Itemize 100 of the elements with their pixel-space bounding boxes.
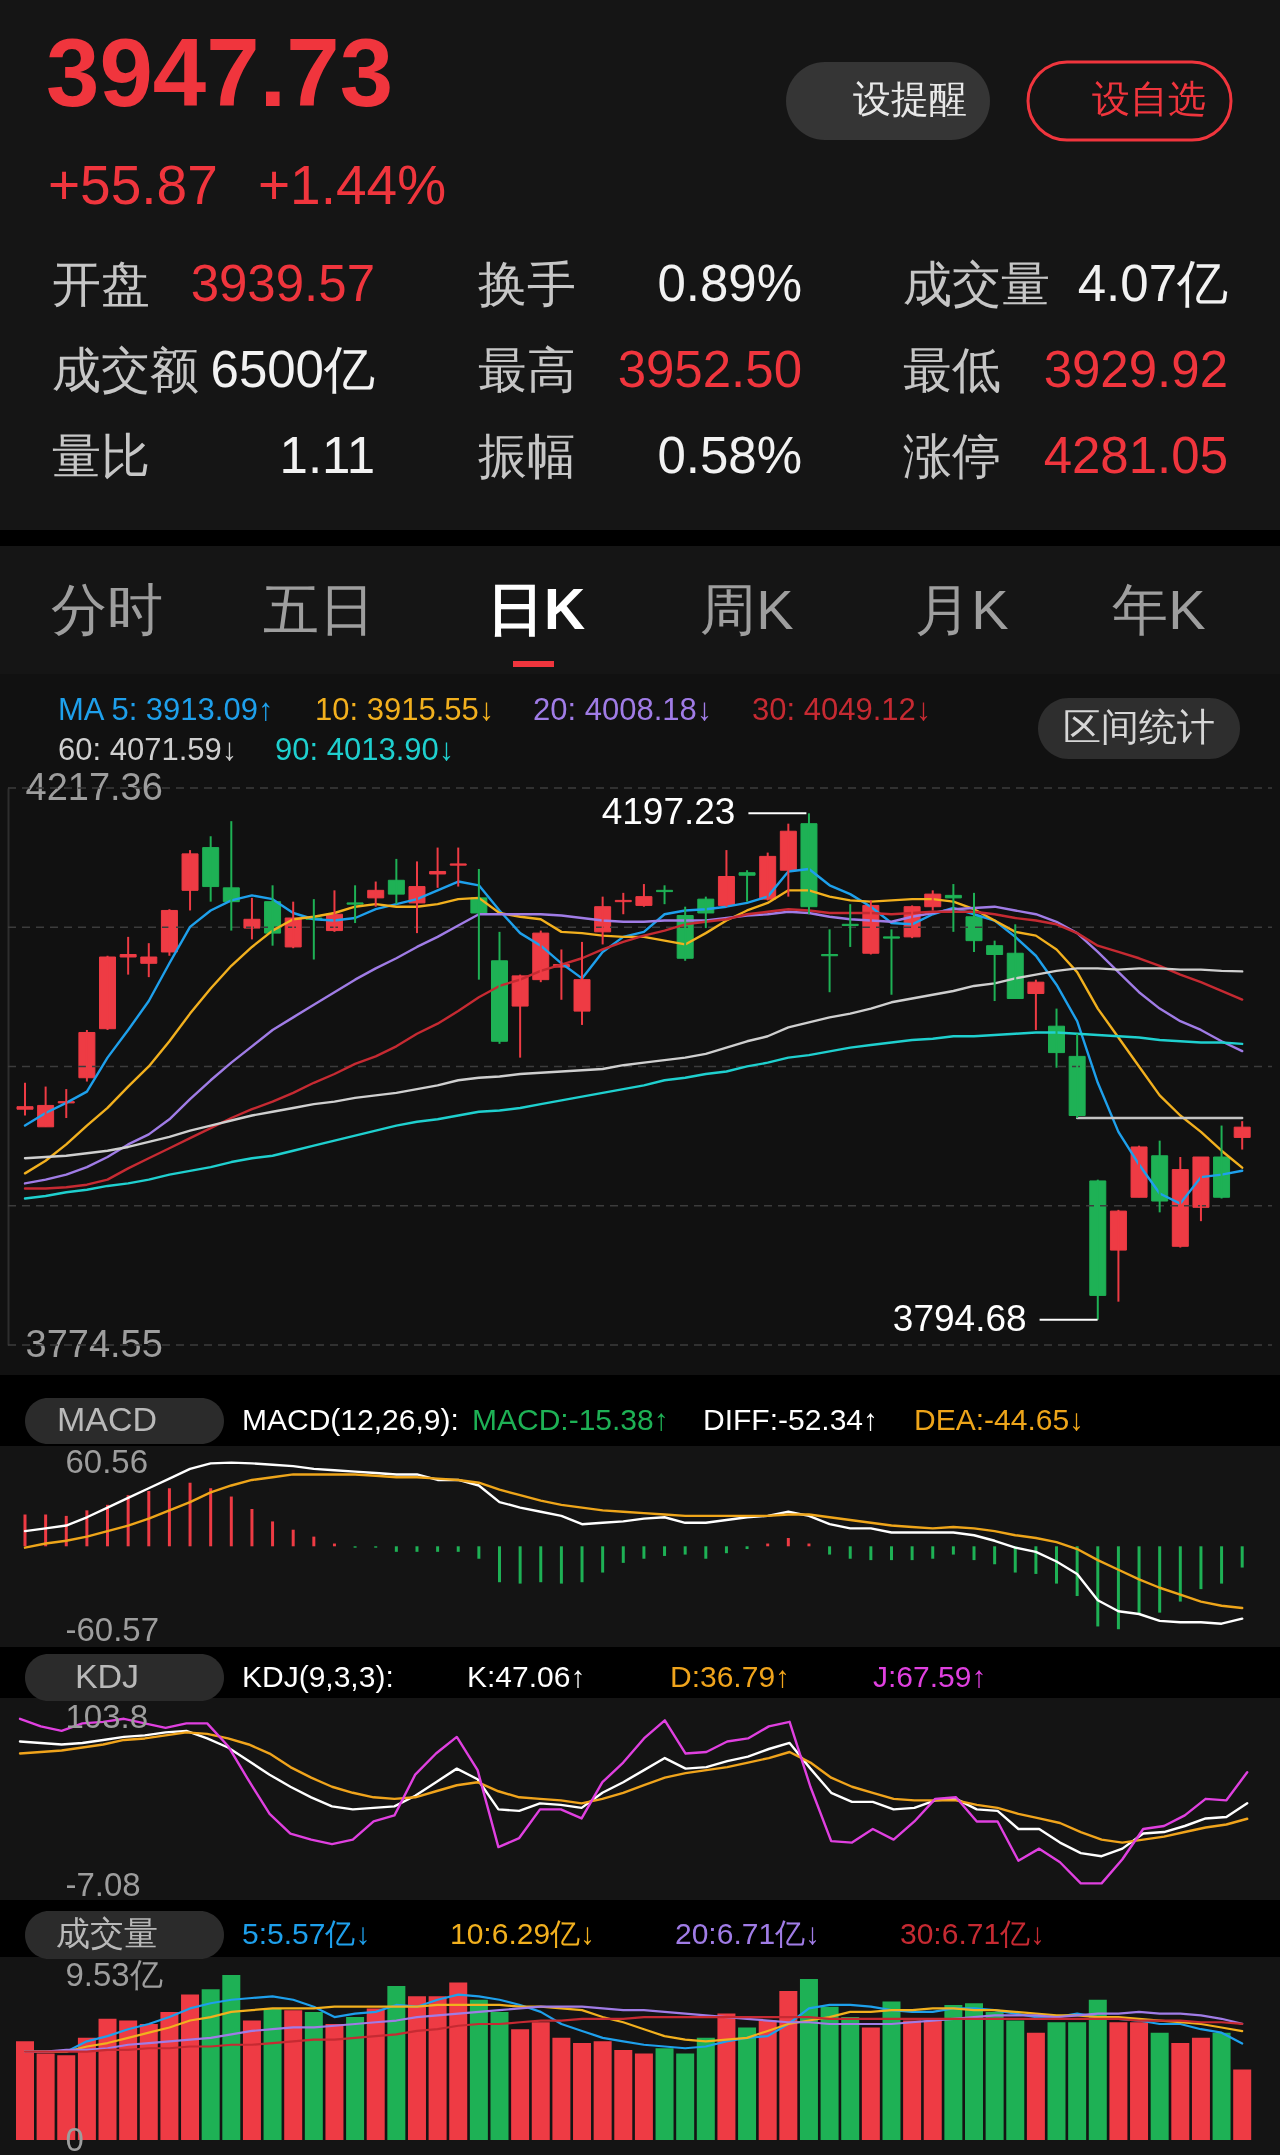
bar xyxy=(1088,1999,1107,2140)
bar xyxy=(869,1546,873,1561)
bar xyxy=(160,2011,179,2140)
bar xyxy=(490,2011,509,2140)
bar xyxy=(889,1546,893,1561)
bar xyxy=(985,2011,1004,2140)
bar xyxy=(559,1546,563,1584)
bar xyxy=(944,2004,963,2140)
bar xyxy=(910,1546,914,1561)
candlestick xyxy=(986,939,1004,1003)
bar xyxy=(229,1496,233,1547)
y-tick-label: 4217.36 xyxy=(25,765,163,808)
text: 最低 xyxy=(903,343,1001,397)
bar xyxy=(23,1514,27,1547)
bar xyxy=(1047,2022,1066,2140)
bar xyxy=(263,2008,282,2140)
bar xyxy=(841,2017,860,2140)
text: 换手 xyxy=(478,257,576,311)
bar xyxy=(1034,1546,1038,1574)
text: 3929.92 xyxy=(1043,341,1228,398)
bar xyxy=(181,1994,200,2140)
line-series xyxy=(23,867,1244,1205)
bar xyxy=(1055,1546,1059,1584)
bar xyxy=(250,1508,254,1547)
bar xyxy=(614,2049,633,2140)
bar xyxy=(696,2037,715,2140)
bar xyxy=(676,2053,695,2140)
text: DIFF:-52.34↑ xyxy=(703,1403,879,1436)
bar xyxy=(456,1546,460,1552)
bar xyxy=(498,1546,501,1583)
candlestick xyxy=(346,884,364,925)
bar xyxy=(717,2013,736,2140)
bar xyxy=(621,1546,625,1563)
text: 0.58% xyxy=(657,427,802,484)
bar xyxy=(820,2006,839,2140)
bar xyxy=(1137,1546,1141,1615)
bar xyxy=(882,2001,901,2140)
bar xyxy=(573,2043,592,2140)
text: 日K xyxy=(486,577,586,641)
bar xyxy=(98,2018,117,2140)
bar xyxy=(1199,1546,1203,1590)
y-tick-label: 60.56 xyxy=(65,1443,149,1481)
text: 4281.05 xyxy=(1043,427,1228,484)
text: K:47.06↑ xyxy=(467,1659,586,1693)
chart-title: KDJ xyxy=(74,1656,140,1695)
bar xyxy=(663,1546,667,1556)
text: 60: 4071.59↓ xyxy=(58,732,238,767)
candlestick xyxy=(140,942,158,979)
chart-title: MACD xyxy=(56,1400,158,1438)
bar xyxy=(1158,1546,1162,1613)
bar xyxy=(848,1546,852,1559)
bar xyxy=(415,1546,419,1552)
text: J:67.59↑ xyxy=(873,1659,987,1693)
text: 最高 xyxy=(478,343,576,397)
bar xyxy=(634,2053,653,2140)
bar xyxy=(291,1529,295,1547)
text: 周K xyxy=(700,578,794,641)
text: 3952.50 xyxy=(617,341,802,398)
text: 区间统计 xyxy=(1063,706,1215,748)
bar xyxy=(1171,2043,1190,2140)
chart-title: 成交量 xyxy=(56,1914,158,1952)
candlestick xyxy=(1027,978,1045,1031)
bar xyxy=(580,1546,584,1583)
annotation: 4197.23 xyxy=(601,791,736,833)
text: 振幅 xyxy=(478,429,576,483)
bar xyxy=(539,1546,543,1583)
text: 3947.73 xyxy=(46,19,394,126)
series-label: 5:5.57亿↓ xyxy=(242,1917,371,1950)
candlestick xyxy=(119,935,137,976)
bar xyxy=(642,1546,646,1559)
bar xyxy=(16,2041,34,2140)
bar xyxy=(828,1546,832,1555)
bar xyxy=(242,2020,261,2140)
text: 30: 4049.12↓ xyxy=(752,692,932,727)
bar xyxy=(1068,2022,1087,2140)
bar xyxy=(346,2017,365,2140)
bar xyxy=(951,1546,955,1555)
bar xyxy=(469,1999,488,2140)
bar xyxy=(36,2053,55,2140)
bar xyxy=(1233,2069,1252,2140)
bar xyxy=(601,1546,605,1573)
bar xyxy=(965,2003,983,2140)
text: 涨停 xyxy=(903,429,1001,483)
text: 90: 4013.90↓ xyxy=(275,732,455,767)
bar xyxy=(972,1546,976,1561)
bar xyxy=(931,1546,935,1559)
bar xyxy=(1240,1546,1244,1568)
bar xyxy=(1150,2032,1169,2140)
bar xyxy=(903,2020,922,2140)
bar xyxy=(552,2037,571,2140)
text: 成交额 xyxy=(52,343,199,397)
bar xyxy=(683,1546,687,1555)
bar xyxy=(758,2020,777,2140)
text: +55.87 xyxy=(48,154,218,216)
text: 年K xyxy=(1112,578,1206,641)
bar xyxy=(1109,2022,1128,2140)
bar xyxy=(366,2008,385,2140)
line-series xyxy=(23,967,1244,1160)
y-tick-label: 9.53亿 xyxy=(65,1955,163,1993)
bar xyxy=(209,1488,213,1547)
